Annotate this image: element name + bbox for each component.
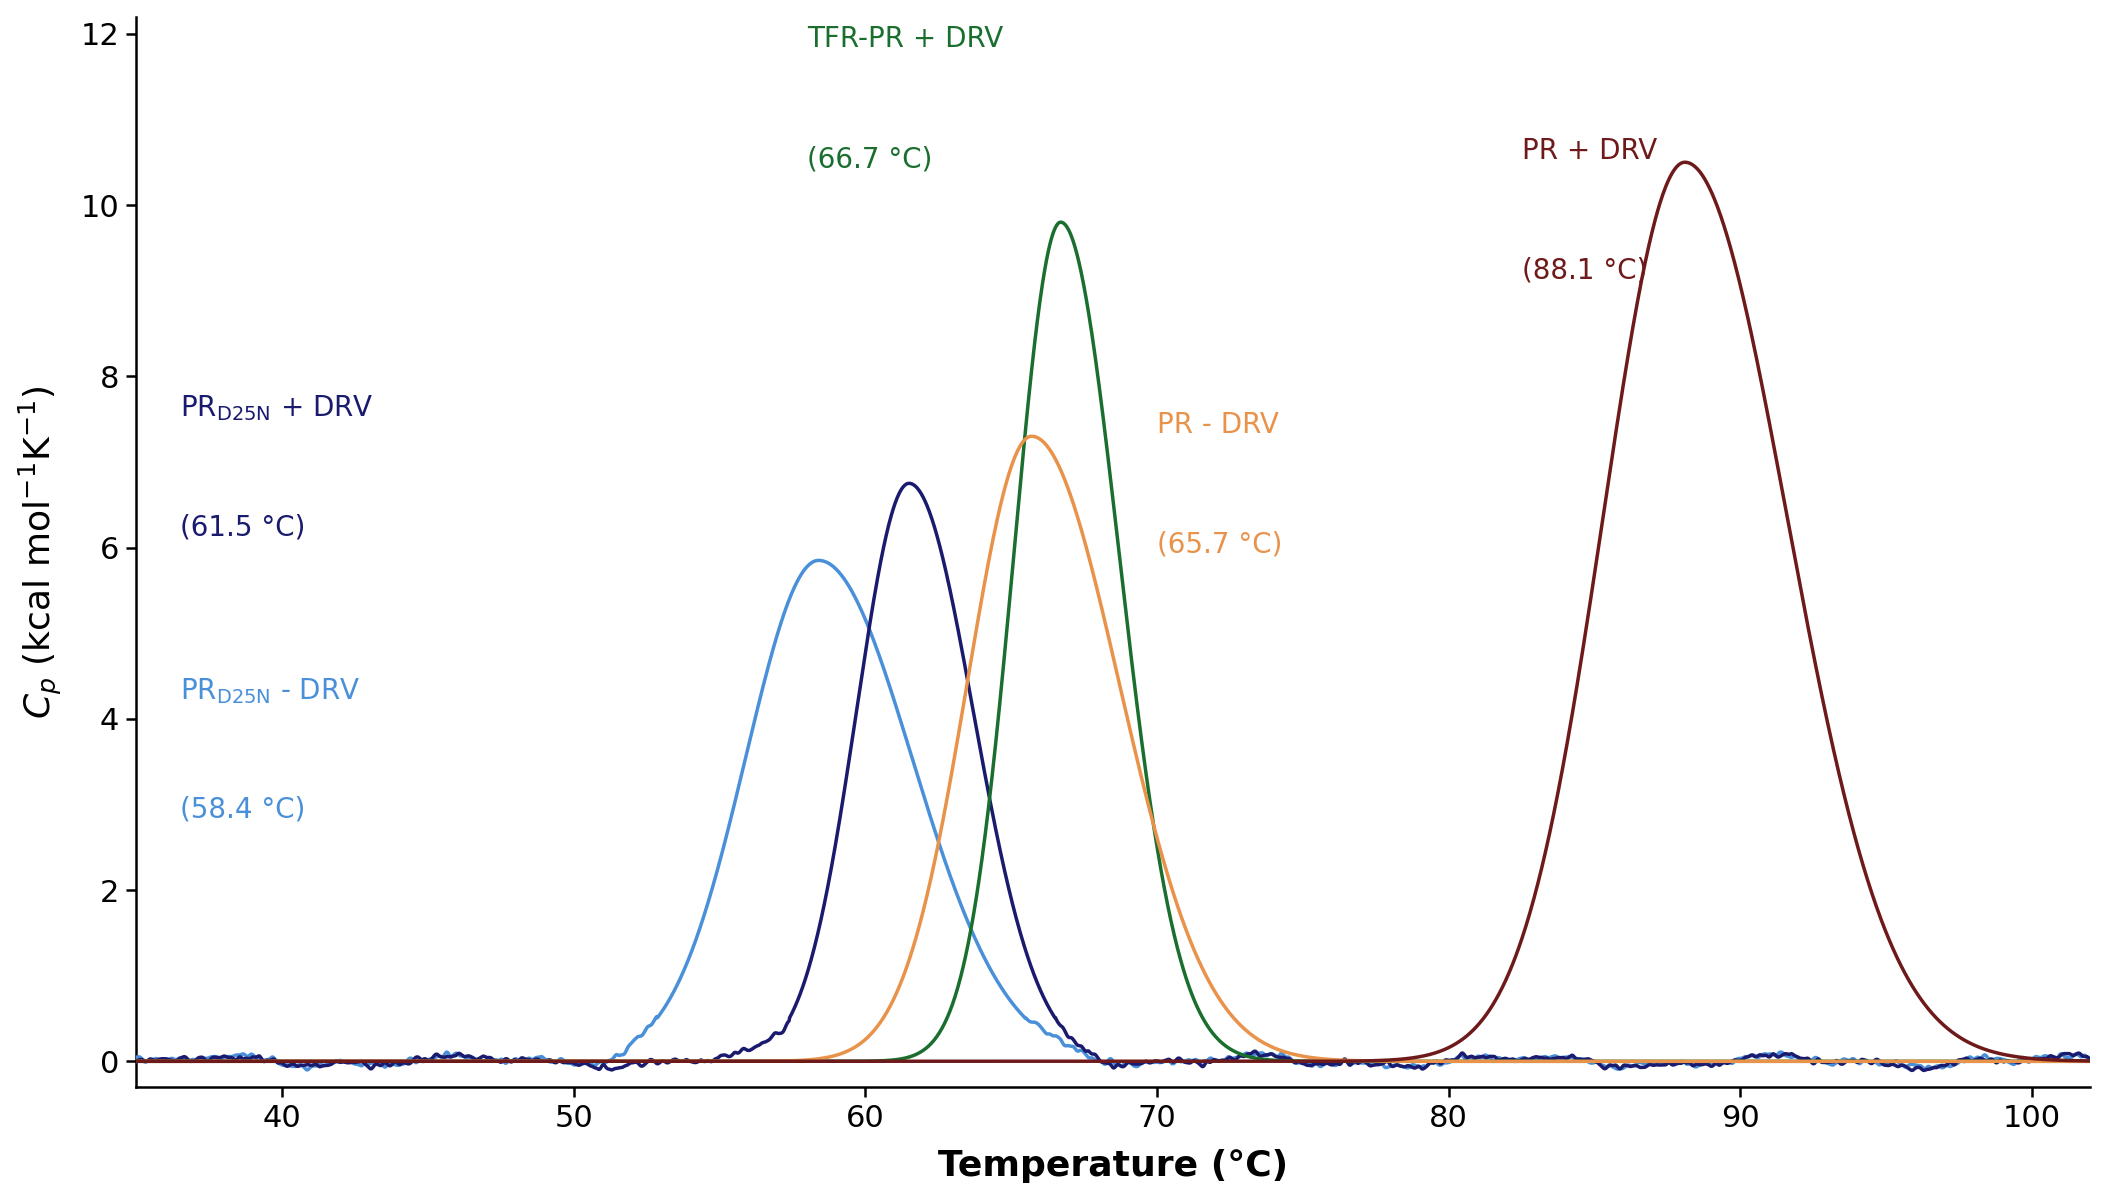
Text: (88.1 °C): (88.1 °C) <box>1521 257 1648 284</box>
Text: PR$_{\mathregular{D25N}}$ + DRV: PR$_{\mathregular{D25N}}$ + DRV <box>179 394 373 424</box>
Text: (65.7 °C): (65.7 °C) <box>1157 530 1283 558</box>
X-axis label: Temperature (°C): Temperature (°C) <box>938 1150 1287 1183</box>
Text: (66.7 °C): (66.7 °C) <box>807 145 931 173</box>
Text: (61.5 °C): (61.5 °C) <box>179 514 306 541</box>
Text: (58.4 °C): (58.4 °C) <box>179 796 306 824</box>
Y-axis label: $C_p$ (kcal mol$^{-1}$K$^{-1}$): $C_p$ (kcal mol$^{-1}$K$^{-1}$) <box>17 385 63 719</box>
Text: PR + DRV: PR + DRV <box>1521 137 1656 164</box>
Text: PR$_{\mathregular{D25N}}$ - DRV: PR$_{\mathregular{D25N}}$ - DRV <box>179 676 360 706</box>
Text: PR - DRV: PR - DRV <box>1157 410 1279 438</box>
Text: TFR-PR + DRV: TFR-PR + DRV <box>807 25 1003 53</box>
